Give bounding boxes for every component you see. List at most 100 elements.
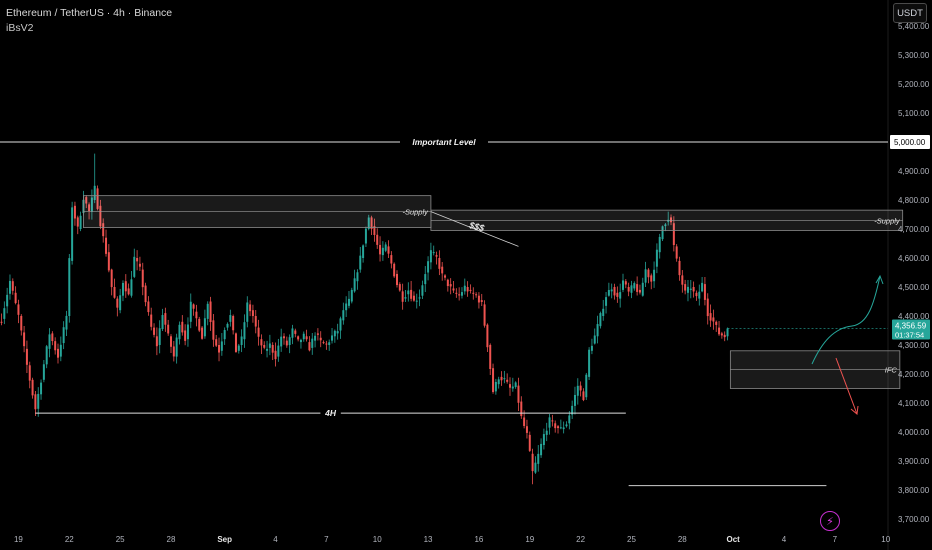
candle[interactable] <box>607 282 610 297</box>
candle[interactable] <box>701 277 704 293</box>
candle[interactable] <box>192 303 195 316</box>
candle[interactable] <box>353 269 356 293</box>
candle[interactable] <box>345 296 348 317</box>
lightning-icon[interactable]: ⚡ <box>820 511 840 531</box>
candle[interactable] <box>243 314 246 348</box>
candle[interactable] <box>102 218 105 243</box>
candle[interactable] <box>689 279 692 299</box>
candle[interactable] <box>215 334 218 348</box>
candle[interactable] <box>342 302 345 325</box>
candle[interactable] <box>718 321 721 336</box>
candle[interactable] <box>226 322 229 331</box>
candle[interactable] <box>45 344 48 369</box>
candle[interactable] <box>274 342 277 367</box>
candle[interactable] <box>218 337 221 362</box>
candle[interactable] <box>534 456 537 474</box>
level-4h[interactable]: 4H <box>35 408 626 418</box>
candle[interactable] <box>136 250 139 271</box>
candle[interactable] <box>319 331 322 348</box>
candle[interactable] <box>630 280 633 299</box>
candle[interactable] <box>240 329 243 353</box>
candle[interactable] <box>65 310 68 336</box>
candle[interactable] <box>234 332 237 353</box>
zone-ifc[interactable]: IFC <box>729 350 901 389</box>
candle[interactable] <box>650 273 653 290</box>
candle[interactable] <box>407 282 410 302</box>
candle[interactable] <box>706 293 709 325</box>
candle[interactable] <box>517 377 520 411</box>
candle[interactable] <box>381 241 384 261</box>
candle[interactable] <box>316 328 319 341</box>
candle[interactable] <box>339 316 342 339</box>
candle[interactable] <box>610 283 613 299</box>
candle[interactable] <box>579 381 582 397</box>
candle[interactable] <box>528 431 531 452</box>
candle[interactable] <box>542 428 545 450</box>
candle[interactable] <box>356 269 359 290</box>
candle[interactable] <box>158 320 161 354</box>
candle[interactable] <box>675 244 678 262</box>
candle[interactable] <box>347 291 350 309</box>
candle[interactable] <box>412 291 415 302</box>
candle[interactable] <box>619 283 622 308</box>
candle[interactable] <box>271 342 274 361</box>
candle[interactable] <box>93 153 96 204</box>
candle[interactable] <box>54 337 57 355</box>
candle[interactable] <box>692 281 695 298</box>
candle[interactable] <box>59 336 62 362</box>
candle[interactable] <box>410 280 413 302</box>
candle[interactable] <box>206 301 209 326</box>
candle[interactable] <box>178 321 181 345</box>
candle[interactable] <box>653 261 656 288</box>
candle[interactable] <box>201 326 204 340</box>
candle[interactable] <box>297 335 300 342</box>
candle[interactable] <box>525 419 528 439</box>
candle[interactable] <box>285 336 288 348</box>
candle[interactable] <box>175 333 178 364</box>
candle[interactable] <box>616 286 619 303</box>
candle[interactable] <box>260 334 263 355</box>
candle[interactable] <box>627 282 630 297</box>
candle[interactable] <box>568 411 571 430</box>
candle[interactable] <box>435 251 438 265</box>
candle[interactable] <box>537 445 540 472</box>
candle[interactable] <box>559 419 562 430</box>
candle[interactable] <box>540 438 543 458</box>
candle[interactable] <box>350 287 353 304</box>
candle[interactable] <box>291 324 294 345</box>
candle[interactable] <box>678 256 681 281</box>
candle[interactable] <box>311 332 314 355</box>
candle[interactable] <box>48 328 51 358</box>
candle[interactable] <box>658 233 661 259</box>
candle[interactable] <box>79 211 82 232</box>
candle[interactable] <box>551 414 554 427</box>
candle[interactable] <box>644 261 647 288</box>
indicator-label[interactable]: iBsV2 <box>6 22 34 34</box>
candle[interactable] <box>686 280 689 302</box>
candle[interactable] <box>602 299 605 321</box>
candle[interactable] <box>585 372 588 401</box>
candle[interactable] <box>667 211 670 226</box>
candle[interactable] <box>421 280 424 299</box>
candle[interactable] <box>96 185 99 211</box>
candle[interactable] <box>138 256 141 271</box>
candle[interactable] <box>514 381 517 389</box>
candle[interactable] <box>153 323 156 338</box>
candle[interactable] <box>511 377 514 392</box>
candle[interactable] <box>489 343 492 376</box>
candle[interactable] <box>472 287 475 300</box>
candle[interactable] <box>545 422 548 442</box>
candle[interactable] <box>11 278 14 295</box>
candle[interactable] <box>531 448 534 485</box>
candle[interactable] <box>88 202 91 220</box>
candle[interactable] <box>483 300 486 328</box>
candle[interactable] <box>99 199 102 230</box>
candle[interactable] <box>105 229 108 257</box>
candle[interactable] <box>477 292 480 309</box>
candle[interactable] <box>263 341 266 350</box>
candle[interactable] <box>76 215 79 235</box>
candle[interactable] <box>661 225 664 242</box>
candle[interactable] <box>333 329 336 343</box>
candle[interactable] <box>500 371 503 386</box>
